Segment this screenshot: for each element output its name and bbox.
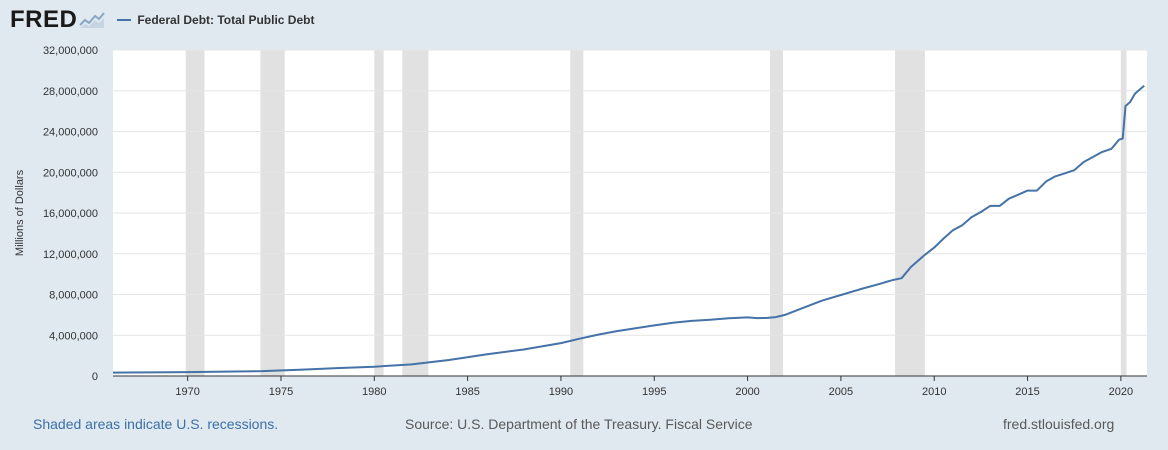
y-axis-label: Millions of Dollars bbox=[14, 169, 26, 256]
x-tick-label: 1990 bbox=[549, 386, 573, 398]
y-tick-label: 32,000,000 bbox=[43, 45, 98, 57]
y-axis-ticks: 0 4,000,000 8,000,000 12,000,000 16,000,000 2… bbox=[43, 45, 98, 383]
site-link[interactable]: fred.stlouisfed.org bbox=[1003, 416, 1115, 432]
recession-note[interactable]: Shaded areas indicate U.S. recessions. bbox=[33, 416, 279, 432]
y-tick-label: 12,000,000 bbox=[43, 249, 98, 261]
y-tick-label: 24,000,000 bbox=[43, 127, 98, 139]
y-tick-label: 16,000,000 bbox=[43, 208, 98, 220]
chart: 0 4,000,000 8,000,000 12,000,000 16,000,000 2… bbox=[14, 45, 1147, 398]
legend: Federal Debt: Total Public Debt bbox=[117, 13, 314, 27]
y-tick-label: 8,000,000 bbox=[49, 290, 98, 302]
x-tick-label: 2005 bbox=[829, 386, 853, 398]
y-tick-label: 0 bbox=[92, 371, 98, 383]
x-tick-label: 2015 bbox=[1015, 386, 1039, 398]
source-note: Source: U.S. Department of the Treasury.… bbox=[405, 416, 753, 432]
x-tick-label: 1980 bbox=[362, 386, 386, 398]
legend-label: Federal Debt: Total Public Debt bbox=[137, 13, 315, 27]
y-tick-label: 28,000,000 bbox=[43, 86, 98, 98]
legend-swatch bbox=[117, 19, 132, 21]
x-tick-label: 1970 bbox=[175, 386, 199, 398]
chart-header: FRED Federal Debt: Total Public Debt bbox=[10, 6, 314, 34]
x-tick-label: 2020 bbox=[1109, 386, 1133, 398]
x-axis-ticks: 1970 1975 1980 1985 1990 1995 2000 2005 2010 2015… bbox=[175, 376, 1133, 398]
x-tick-label: 1985 bbox=[455, 386, 479, 398]
x-tick-label: 1975 bbox=[269, 386, 293, 398]
grid bbox=[113, 49, 1147, 336]
y-tick-label: 20,000,000 bbox=[43, 167, 98, 179]
chart-line-icon bbox=[79, 11, 106, 29]
x-tick-label: 1995 bbox=[642, 386, 666, 398]
x-tick-label: 2000 bbox=[735, 386, 759, 398]
fred-logo[interactable]: FRED bbox=[10, 6, 78, 33]
y-tick-label: 4,000,000 bbox=[49, 330, 98, 342]
x-tick-label: 2010 bbox=[922, 386, 946, 398]
series-line bbox=[112, 84, 1145, 374]
